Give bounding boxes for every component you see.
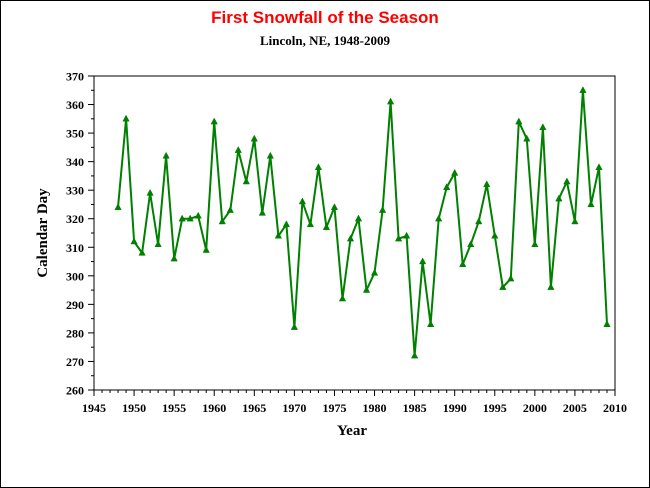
y-tick-label: 350 bbox=[66, 127, 84, 141]
data-point-marker bbox=[354, 214, 363, 222]
data-point-marker bbox=[154, 240, 162, 248]
x-tick-label: 1970 bbox=[282, 401, 306, 415]
x-tick-label: 1950 bbox=[122, 401, 146, 415]
y-axis-ticks: 260 270 280 290 300 310 320 330 340 350 360 370 bbox=[66, 70, 94, 398]
data-point-marker bbox=[427, 320, 435, 327]
data-point-marker bbox=[122, 114, 130, 122]
data-point-marker bbox=[475, 217, 483, 225]
x-tick-label: 1980 bbox=[363, 401, 387, 415]
x-tick-label: 1945 bbox=[82, 401, 106, 415]
data-point-marker bbox=[386, 97, 395, 105]
data-point-marker bbox=[563, 177, 571, 185]
x-tick-label: 1995 bbox=[483, 401, 507, 415]
x-tick-label: 2000 bbox=[523, 401, 547, 415]
series-line bbox=[117, 90, 608, 356]
data-point-marker bbox=[410, 351, 419, 359]
x-tick-label: 1975 bbox=[322, 401, 346, 415]
data-point-marker bbox=[194, 211, 202, 219]
data-point-marker bbox=[314, 163, 323, 170]
x-tick-label: 1965 bbox=[242, 401, 266, 415]
data-point-marker bbox=[258, 208, 266, 216]
data-point-marker bbox=[322, 223, 331, 230]
data-point-marker bbox=[539, 123, 547, 131]
data-point-marker bbox=[266, 151, 274, 159]
x-tick-label: 1960 bbox=[202, 401, 226, 415]
data-point-marker bbox=[202, 245, 210, 253]
data-point-marker bbox=[226, 206, 234, 213]
data-point-marker bbox=[507, 274, 515, 282]
data-point-marker bbox=[603, 320, 611, 327]
data-point-marker bbox=[467, 240, 475, 248]
data-point-marker bbox=[138, 248, 146, 256]
data-point-marker bbox=[338, 294, 347, 302]
data-point-marker bbox=[346, 234, 355, 242]
data-point-marker bbox=[298, 197, 307, 205]
data-point-marker bbox=[579, 86, 587, 93]
y-tick-label: 310 bbox=[66, 241, 84, 255]
y-tick-label: 260 bbox=[66, 384, 84, 398]
data-point-marker bbox=[130, 237, 138, 245]
data-point-marker bbox=[555, 194, 563, 202]
data-point-marker bbox=[443, 183, 451, 190]
x-axis-title: Year bbox=[337, 423, 367, 439]
x-tick-label: 1985 bbox=[403, 401, 427, 415]
y-tick-label: 360 bbox=[66, 98, 84, 112]
y-axis-title: Calendar Day bbox=[35, 188, 51, 278]
x-tick-label: 1990 bbox=[443, 401, 467, 415]
y-tick-label: 340 bbox=[66, 155, 84, 169]
x-axis-ticks: 1945 1950 1955 1960 1965 1970 1975 1980 1985 1990… bbox=[82, 390, 627, 415]
data-point-marker bbox=[114, 203, 122, 210]
data-point-marker bbox=[250, 134, 258, 142]
data-point-marker bbox=[595, 163, 603, 170]
data-series bbox=[114, 86, 611, 359]
data-point-marker bbox=[571, 217, 579, 225]
data-point-marker bbox=[394, 234, 403, 242]
data-point-marker bbox=[523, 134, 531, 142]
data-point-marker bbox=[290, 323, 299, 330]
x-tick-label: 2010 bbox=[603, 401, 627, 415]
chart-subtitle: Lincoln, NE, 1948-2009 bbox=[259, 33, 390, 48]
data-point-marker bbox=[483, 180, 491, 188]
x-tick-label: 2005 bbox=[563, 401, 587, 415]
data-point-marker bbox=[587, 200, 595, 208]
data-point-marker bbox=[162, 151, 170, 159]
y-tick-label: 300 bbox=[66, 269, 84, 283]
data-point-marker bbox=[435, 214, 443, 222]
y-tick-label: 290 bbox=[66, 298, 84, 312]
data-point-marker bbox=[402, 231, 411, 239]
data-point-marker bbox=[499, 283, 507, 290]
data-point-marker bbox=[531, 240, 539, 248]
data-point-marker bbox=[419, 257, 427, 265]
data-point-marker bbox=[362, 285, 371, 293]
data-point-marker bbox=[547, 283, 555, 290]
y-tick-label: 270 bbox=[66, 355, 84, 369]
data-point-marker bbox=[330, 203, 339, 210]
data-point-marker bbox=[282, 220, 290, 228]
data-point-marker bbox=[178, 214, 186, 222]
data-point-marker bbox=[242, 177, 250, 185]
chart-title: First Snowfall of the Season bbox=[211, 8, 439, 27]
data-point-marker bbox=[306, 220, 315, 228]
data-point-marker bbox=[210, 117, 218, 125]
data-point-marker bbox=[370, 268, 379, 276]
data-point-marker bbox=[146, 188, 154, 196]
data-point-marker bbox=[459, 260, 467, 268]
y-tick-label: 280 bbox=[66, 326, 84, 340]
data-point-marker bbox=[170, 254, 178, 262]
data-point-marker bbox=[234, 146, 242, 153]
y-tick-label: 320 bbox=[66, 212, 84, 226]
data-point-marker bbox=[451, 168, 459, 176]
x-tick-label: 1955 bbox=[162, 401, 186, 415]
y-tick-label: 330 bbox=[66, 184, 84, 198]
data-point-marker bbox=[378, 206, 387, 213]
data-point-marker bbox=[491, 231, 499, 239]
data-point-marker bbox=[274, 231, 282, 239]
y-tick-label: 370 bbox=[66, 70, 84, 84]
data-point-marker bbox=[186, 214, 194, 222]
data-point-marker bbox=[218, 217, 226, 225]
data-point-marker bbox=[515, 117, 523, 125]
